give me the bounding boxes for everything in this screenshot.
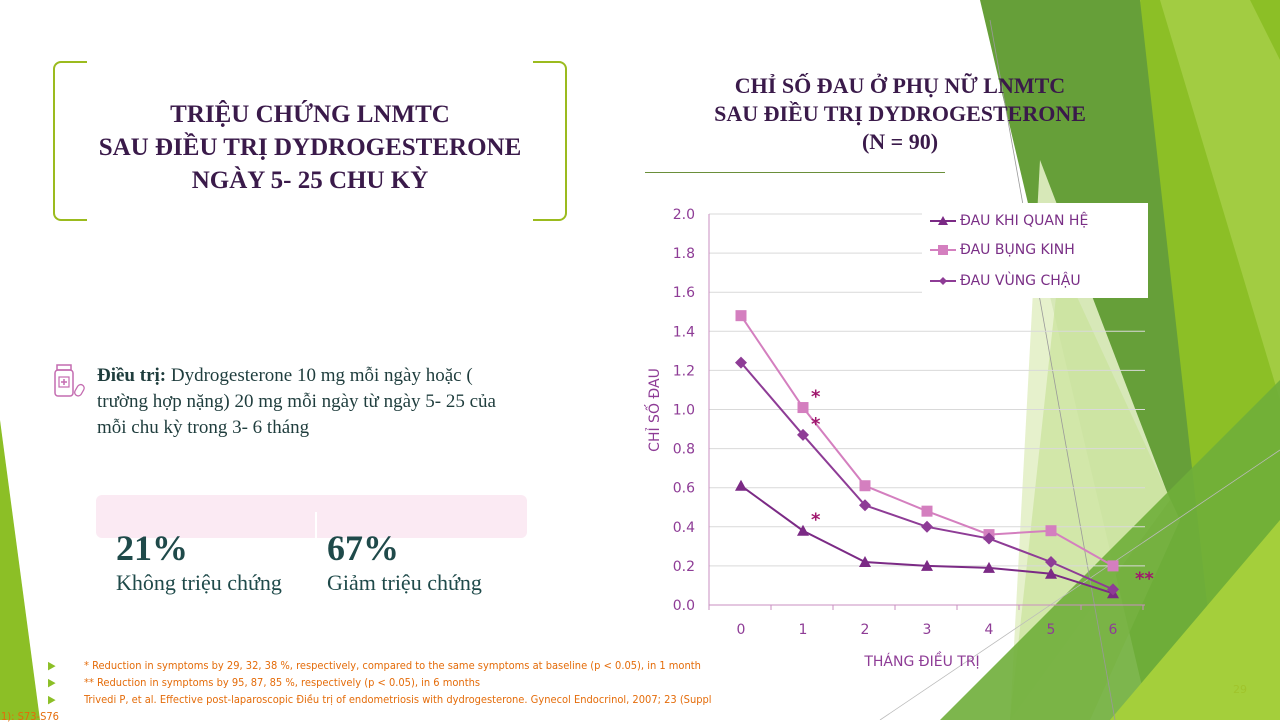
significance-marker: ** xyxy=(1135,569,1154,590)
data-point-diamond xyxy=(983,532,995,545)
data-point-triangle xyxy=(921,559,933,571)
footnote: ▶ ** Reduction in symptoms by 95, 87, 85 … xyxy=(48,674,868,691)
legend-item: ĐAU KHI QUAN HỆ xyxy=(930,209,1088,233)
chart-title-line: (N = 90) xyxy=(861,129,939,154)
slide-title-line: SAU ĐIỀU TRỊ DYDROGESTERONE xyxy=(98,134,522,161)
x-tick-label: 0 xyxy=(737,622,746,638)
y-tick-label: 0.0 xyxy=(673,598,695,614)
series-line xyxy=(740,484,1114,595)
data-point-diamond xyxy=(921,520,933,533)
y-tick-label: 0.6 xyxy=(673,481,695,497)
footnote: ▶ * Reduction in symptoms by 29, 32, 38 %… xyxy=(48,657,868,674)
slide-title-line: NGÀY 5- 25 CHU KỲ xyxy=(191,167,429,194)
x-tick-label: 5 xyxy=(1047,622,1056,638)
x-tick-label: 4 xyxy=(985,622,994,638)
diamond-marker-icon xyxy=(930,277,956,285)
data-point-diamond xyxy=(735,356,747,369)
y-tick-label: 1.2 xyxy=(673,363,695,379)
title-divider xyxy=(645,172,945,173)
x-tick-label: 2 xyxy=(861,622,870,638)
x-tick-label: 3 xyxy=(923,622,932,638)
stat-asymptomatic: 21% Không triệu chứng xyxy=(116,528,282,598)
legend-item: ĐAU BỤNG KINH xyxy=(930,238,1075,262)
y-tick-label: 0.2 xyxy=(673,559,695,575)
x-axis-label: THÁNG ĐIỀU TRỊ xyxy=(863,651,979,670)
y-axis-label: CHỈ SỐ ĐAU xyxy=(644,368,663,452)
chart-title: CHỈ SỐ ĐAU Ở PHỤ NỮ LNMTC SAU ĐIỀU TRỊ D… xyxy=(660,72,1140,156)
triangle-bullet-icon: ▶ xyxy=(48,693,56,706)
legend-label: ĐAU BỤNG KINH xyxy=(960,242,1075,258)
triangle-marker-icon xyxy=(930,216,956,225)
legend-label: ĐAU VÙNG CHẬU xyxy=(960,273,1081,289)
stat-reduced: 67% Giảm triệu chứng xyxy=(327,528,482,598)
stat-label: Không triệu chứng xyxy=(116,570,282,595)
chart-legend: ĐAU KHI QUAN HỆ ĐAU BỤNG KINH ĐAU VÙNG C… xyxy=(922,203,1148,298)
treatment-text: Điều trị: Dydrogesterone 10 mg mỗi ngày … xyxy=(97,363,527,441)
data-point-triangle xyxy=(983,561,995,573)
square-marker-icon xyxy=(930,245,956,255)
significance-marker: * xyxy=(811,387,821,408)
data-point-triangle xyxy=(735,479,747,491)
reference: ▶ Trivedi P, et al. Effective post-laparo… xyxy=(48,691,868,708)
y-tick-label: 1.6 xyxy=(673,285,695,301)
stats-divider xyxy=(315,512,317,538)
data-point-diamond xyxy=(1045,555,1057,568)
data-point-square xyxy=(1045,525,1057,537)
treatment-description: Dydrogesterone 10 mg mỗi ngày hoặc ( trư… xyxy=(97,365,496,438)
legend-item: ĐAU VÙNG CHẬU xyxy=(930,269,1081,293)
slide-title: TRIỆU CHỨNG LNMTC SAU ĐIỀU TRỊ DYDROGEST… xyxy=(60,98,560,197)
page-number: 29 xyxy=(1233,683,1247,696)
title-bracket-right xyxy=(533,61,567,221)
footnote-text: * Reduction in symptoms by 29, 32, 38 %,… xyxy=(84,659,701,672)
y-tick-label: 1.4 xyxy=(673,324,695,340)
legend-label: ĐAU KHI QUAN HỆ xyxy=(960,213,1089,229)
data-point-square xyxy=(859,480,871,492)
stats-banner xyxy=(96,495,527,538)
y-tick-label: 1.0 xyxy=(673,403,695,419)
title-bracket-left xyxy=(53,61,87,221)
data-point-square xyxy=(797,402,809,414)
significance-marker: * xyxy=(811,414,821,435)
stat-value: 21% xyxy=(116,528,188,568)
data-point-diamond xyxy=(797,428,809,441)
slide-title-line: TRIỆU CHỨNG LNMTC xyxy=(170,101,450,128)
data-point-triangle xyxy=(1045,567,1057,579)
significance-marker: * xyxy=(811,510,821,531)
reference-continued: 1): S73-S76 xyxy=(1,710,59,723)
chart-title-line: CHỈ SỐ ĐAU Ở PHỤ NỮ LNMTC xyxy=(734,73,1066,98)
y-tick-label: 0.8 xyxy=(673,442,695,458)
data-point-square xyxy=(735,310,747,322)
data-point-diamond xyxy=(859,499,871,512)
data-point-triangle xyxy=(859,555,871,567)
x-tick-label: 1 xyxy=(799,622,808,638)
y-tick-label: 2.0 xyxy=(673,207,695,223)
footnote-text: ** Reduction in symptoms by 95, 87, 85 %… xyxy=(84,676,481,689)
data-point-diamond xyxy=(1107,583,1119,596)
data-point-triangle xyxy=(797,524,809,536)
chart-title-line: SAU ĐIỀU TRỊ DYDROGESTERONE xyxy=(714,101,1086,126)
data-point-square xyxy=(1107,560,1119,572)
footnotes: ▶ * Reduction in symptoms by 29, 32, 38 %… xyxy=(1,657,868,725)
stat-label: Giảm triệu chứng xyxy=(327,570,482,595)
y-tick-label: 0.4 xyxy=(673,520,695,536)
x-tick-label: 6 xyxy=(1109,622,1118,638)
stat-value: 67% xyxy=(327,528,399,568)
y-tick-label: 1.8 xyxy=(673,246,695,262)
medicine-bottle-icon xyxy=(54,364,85,397)
triangle-bullet-icon: ▶ xyxy=(48,676,56,689)
triangle-bullet-icon: ▶ xyxy=(48,659,56,672)
reference-text: Trivedi P, et al. Effective post-laparos… xyxy=(84,693,712,706)
data-point-square xyxy=(921,505,933,517)
treatment-label: Điều trị: xyxy=(97,365,167,386)
